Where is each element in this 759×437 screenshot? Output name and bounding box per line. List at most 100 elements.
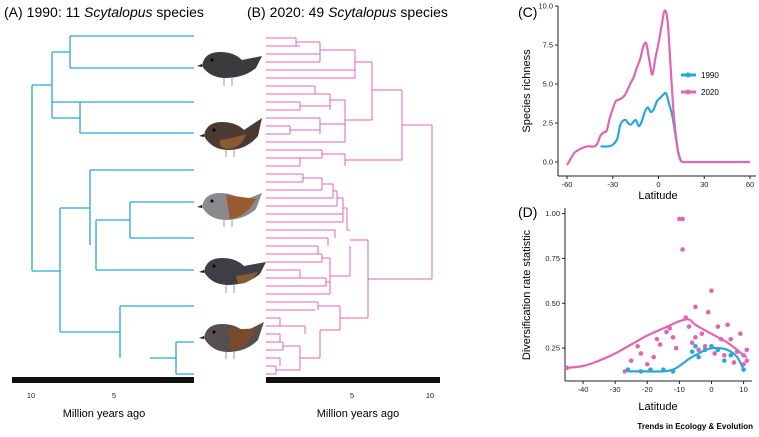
panel-b-tick: 10: [426, 391, 434, 400]
panel-b-title-italic: Scytalopus: [328, 4, 396, 20]
data-point-2020: [564, 365, 570, 371]
data-point-2020: [718, 336, 724, 342]
y-tick-label: 0.25: [545, 344, 560, 353]
svg-text:(A)1990: 11 Scytalopus species: (A) 1990: 11 Scytalopus species: [4, 4, 204, 20]
bird-illustration: [197, 193, 262, 227]
panel-c-label: (C): [518, 4, 537, 20]
data-point-2020: [673, 345, 679, 351]
panel-d-ylabel: Diversification rate statistic: [521, 229, 533, 360]
data-point-2020: [738, 331, 743, 337]
bird-illustrations: [197, 52, 266, 359]
bird-illustration: [199, 322, 264, 359]
data-point-1990: [702, 347, 708, 353]
panel-d-label: (D): [518, 204, 537, 220]
x-tick-label: -30: [610, 385, 621, 394]
legend-label-2020: 2020: [701, 88, 719, 97]
panel-c-legend: 1990 2020: [681, 71, 719, 97]
y-tick-label: 2.5: [543, 119, 553, 128]
y-tick-label: 1.00: [545, 209, 560, 218]
data-point-2020: [689, 340, 695, 346]
panel-a-xlabel: Million years ago: [63, 408, 146, 420]
panel-a-title-suffix: species: [153, 4, 204, 20]
data-point-2020: [728, 336, 734, 342]
data-point-2020: [635, 344, 640, 349]
data-point-2020: [664, 329, 669, 335]
data-point-1990: [715, 347, 721, 353]
y-tick-label: 7.5: [543, 41, 553, 50]
panel-c-xlabel: Latitude: [638, 190, 677, 202]
data-point-2020: [725, 322, 730, 328]
data-point-2020: [744, 358, 750, 363]
x-tick-label: 10: [739, 385, 747, 394]
data-point-1990: [638, 369, 644, 374]
data-point-2020: [686, 324, 692, 329]
y-tick-label: 0.0: [543, 158, 553, 167]
bird-illustration: [197, 52, 262, 86]
panel-a-title-italic: Scytalopus: [84, 4, 152, 20]
x-tick-label: -10: [674, 385, 685, 394]
data-point-2020: [693, 335, 698, 340]
legend-marker-1990: [685, 72, 691, 78]
y-tick-label: 5.0: [543, 80, 553, 89]
x-tick-label: -40: [578, 385, 589, 394]
x-tick-label: -30: [607, 180, 618, 189]
data-point-2020: [670, 335, 676, 340]
svg-text:(B)2020: 49 Scytalopus species: (B) 2020: 49 Scytalopus species: [247, 4, 448, 20]
panel-c-ylabel: Species richness: [521, 49, 533, 133]
x-tick-label: -20: [642, 385, 653, 394]
data-point-1990: [696, 354, 701, 360]
data-point-2020: [715, 324, 721, 329]
data-point-2020: [677, 216, 682, 222]
panel-a-title-prefix: 1990: 11: [27, 4, 84, 20]
data-point-2020: [699, 331, 705, 337]
data-point-2020: [657, 342, 663, 347]
panel-a: (A) 1990: 11 Scytalopus species 10 5 Mill…: [4, 4, 204, 420]
data-point-2020: [702, 344, 708, 349]
x-tick-label: 0: [709, 385, 713, 394]
data-point-2020: [680, 247, 685, 252]
panel-b-time-bar: [266, 377, 440, 383]
x-tick-label: 60: [746, 180, 754, 189]
x-tick-label: 30: [700, 180, 708, 189]
journal-credit: Trends in Ecology & Evolution: [637, 422, 753, 431]
y-tick-label: 10.0: [538, 2, 553, 11]
data-point-2020: [628, 358, 634, 363]
panel-a-label: (A): [4, 4, 23, 20]
panel-d-y-ticks: 0.25 0.50 0.75 1.00: [545, 209, 565, 353]
data-point-2020: [638, 351, 644, 356]
data-point-2020: [693, 304, 698, 310]
panel-b: (B) 2020: 49 Scytalopus species 5 10 Mill…: [247, 4, 448, 420]
data-point-1990: [648, 367, 653, 372]
panel-a-tick: 10: [27, 391, 35, 400]
panel-b-title-prefix: 2020: 49: [270, 4, 328, 20]
fit-curve-2020: [566, 318, 748, 369]
data-point-2020: [712, 351, 717, 356]
panel-b-label: (B): [247, 4, 266, 20]
data-point-2020: [734, 349, 740, 354]
data-point-2020: [731, 360, 737, 365]
panel-b-xlabel: Million years ago: [317, 408, 400, 420]
data-point-2020: [644, 361, 650, 367]
panel-b-tick: 5: [350, 391, 354, 400]
data-point-1990: [728, 352, 734, 358]
data-point-2020: [705, 309, 711, 315]
y-tick-label: 0.75: [545, 254, 560, 263]
data-point-2020: [651, 354, 656, 360]
bird-illustration: [199, 118, 262, 157]
panel-d-x-ticks: -40 -30 -20 -10 0 10: [578, 381, 748, 394]
data-point-2020: [667, 326, 673, 331]
series-line-2020: [566, 9, 750, 166]
panel-d-xlabel: Latitude: [638, 401, 677, 413]
panel-a-tick: 5: [112, 391, 116, 400]
panel-b-tree: [266, 37, 433, 375]
panel-c-x-ticks: -60 -30 0 30 60: [562, 176, 754, 189]
legend-marker-2020: [685, 89, 691, 95]
data-point-2020: [654, 336, 660, 342]
data-point-1990: [693, 344, 698, 349]
data-point-1990: [741, 367, 746, 372]
data-point-2020: [680, 216, 685, 222]
data-point-1990: [670, 369, 676, 374]
panel-c-y-ticks: 0.0 2.5 5.0 7.5 10.0: [538, 2, 558, 167]
y-tick-label: 0.50: [545, 299, 560, 308]
panel-d: (D) 0.25 0.50 0.75 1.00 -40 -30 -20 -10 0 10 Div…: [518, 204, 752, 413]
